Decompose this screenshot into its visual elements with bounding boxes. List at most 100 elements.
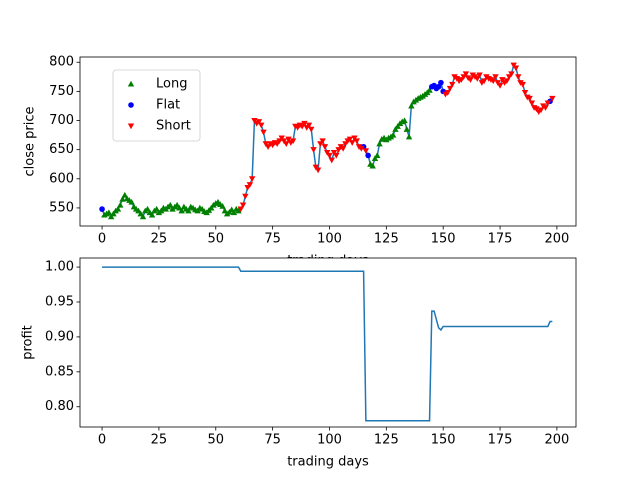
y-tick-label: 0.95 <box>45 294 74 309</box>
marker <box>167 201 174 208</box>
marker <box>374 152 381 159</box>
x-tick-label: 200 <box>544 232 569 247</box>
marker <box>365 152 371 159</box>
x-tick-label: 175 <box>488 433 513 448</box>
marker <box>312 164 320 171</box>
marker <box>280 138 288 145</box>
marker <box>362 148 370 155</box>
marker <box>408 102 415 109</box>
marker <box>114 205 122 212</box>
y-tick-label: 0.90 <box>45 329 74 344</box>
marker <box>392 126 399 132</box>
marker <box>235 207 242 214</box>
marker <box>369 162 376 169</box>
marker <box>521 89 529 96</box>
marker <box>426 87 433 93</box>
marker <box>526 95 533 102</box>
marker <box>476 72 483 79</box>
axes-frame <box>79 257 577 428</box>
x-tick-label: 125 <box>374 433 399 448</box>
marker <box>446 85 454 92</box>
marker <box>351 135 358 142</box>
marker <box>330 150 338 156</box>
y-tick-label: 650 <box>49 142 74 157</box>
marker <box>403 126 411 132</box>
legend-label: Short <box>156 119 191 134</box>
marker <box>449 81 456 88</box>
marker <box>510 62 517 69</box>
marker <box>528 100 536 107</box>
marker <box>542 105 549 111</box>
marker <box>105 209 113 216</box>
marker <box>515 74 522 81</box>
marker <box>371 155 379 161</box>
marker <box>239 202 247 209</box>
x-tick-label: 150 <box>431 433 456 448</box>
x-tick-label: 100 <box>317 433 342 448</box>
marker <box>490 78 497 85</box>
marker <box>283 141 290 148</box>
marker <box>246 182 254 188</box>
x-tick-label: 75 <box>264 232 281 247</box>
marker <box>474 76 481 82</box>
marker <box>308 126 315 133</box>
marker <box>178 207 185 214</box>
legend: Long Flat Short <box>112 69 201 142</box>
marker <box>208 204 215 211</box>
marker <box>314 167 322 174</box>
marker <box>127 80 135 87</box>
marker <box>128 102 134 108</box>
marker <box>289 138 297 145</box>
x-tick-label: 25 <box>151 232 168 247</box>
marker <box>119 195 126 202</box>
marker <box>401 117 408 124</box>
marker <box>376 140 383 147</box>
marker <box>358 145 365 152</box>
marker <box>301 120 308 127</box>
marker <box>262 141 270 148</box>
y-tick-label: 600 <box>49 171 74 186</box>
axes-frame <box>79 56 577 227</box>
marker <box>480 78 488 85</box>
plot-area <box>99 62 556 220</box>
marker <box>333 152 340 159</box>
marker <box>405 133 413 140</box>
marker <box>389 131 397 138</box>
marker <box>310 147 317 153</box>
x-tick-label: 75 <box>264 433 281 448</box>
marker <box>144 205 151 212</box>
marker <box>349 140 356 146</box>
y-axis-label: profit <box>21 325 36 360</box>
x-tick-label: 150 <box>431 232 456 247</box>
x-tick-label: 50 <box>207 232 224 247</box>
marker <box>248 176 256 182</box>
legend-label: Flat <box>156 98 180 113</box>
marker <box>326 152 333 159</box>
x-axis-label: trading days <box>287 455 369 470</box>
marker <box>194 207 201 214</box>
marker <box>438 79 444 86</box>
y-tick-label: 750 <box>49 84 74 99</box>
y-tick-label: 700 <box>49 113 74 128</box>
y-tick-label: 0.80 <box>45 399 74 414</box>
marker <box>237 206 244 213</box>
marker <box>139 213 147 220</box>
marker <box>435 83 442 90</box>
marker <box>353 138 360 145</box>
marker <box>99 206 105 212</box>
marker <box>328 157 335 164</box>
marker <box>346 136 354 143</box>
marker <box>219 202 226 209</box>
marker <box>157 207 165 214</box>
x-tick-label: 0 <box>98 433 106 448</box>
marker <box>305 122 313 129</box>
marker <box>153 205 160 212</box>
marker <box>494 80 501 86</box>
marker <box>519 81 526 88</box>
y-axis-label: close price <box>23 107 38 177</box>
legend-frame <box>112 69 201 142</box>
x-tick-label: 50 <box>207 433 224 448</box>
marker <box>128 198 135 205</box>
marker <box>107 213 115 220</box>
